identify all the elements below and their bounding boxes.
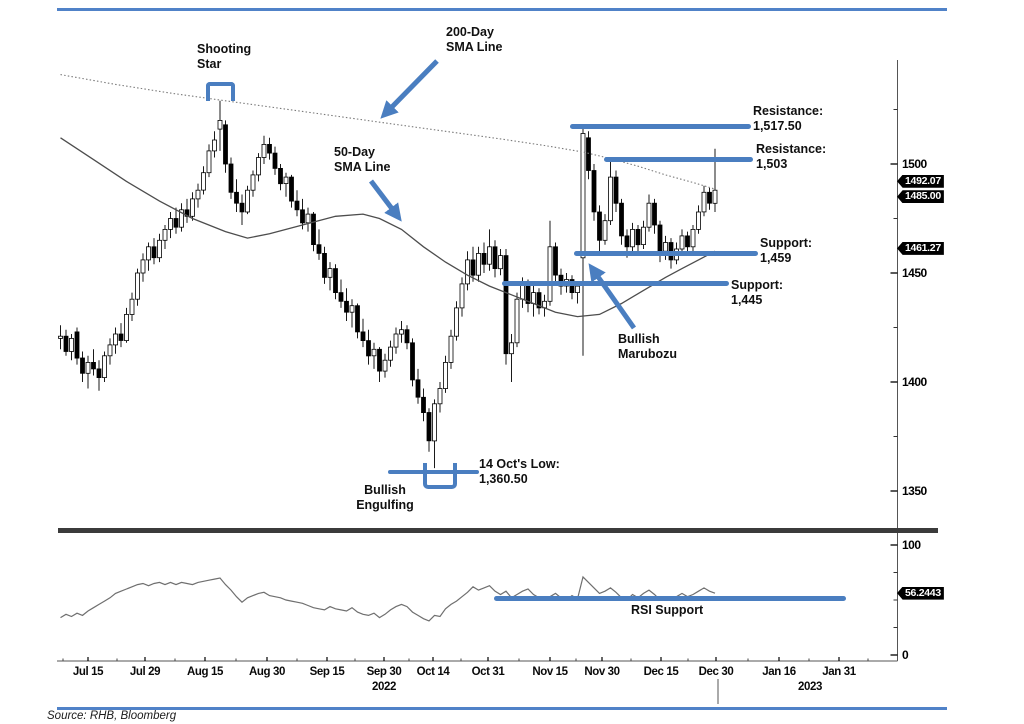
shooting-star-bracket [206,82,235,101]
resistance-line-1503 [604,157,753,162]
label-line: SMA Line [334,159,391,174]
label-line: Engulfing [356,497,414,512]
year-axis-label: 2023 [798,681,822,693]
rsi-axis-label: 100 [902,538,921,552]
panel-divider-bar [58,528,938,533]
oct-low-marker-line [388,470,479,474]
sma50-arrow [369,179,402,222]
date-axis-label: Sep 30 [366,666,402,678]
support-line-1445 [502,281,729,286]
bullish-engulfing-bracket [423,463,457,489]
label-line: 200-Day [446,25,494,39]
year-axis-label: 2022 [372,681,396,693]
label-line: Star [197,56,222,71]
resistance-1503-label: Resistance: 1,503 [756,142,826,171]
rsi-support-label: RSI Support [631,603,704,617]
label-line: Marubozu [618,346,678,361]
date-axis-label: Sep 15 [309,666,345,678]
label-line: Support: [731,278,784,292]
label-line: Resistance: [756,142,827,156]
rsi-line [60,575,716,622]
date-axis-label: Oct 31 [471,666,505,678]
label-line: Resistance: [753,104,824,118]
oct-low-label: 14 Oct's Low: 1,360.50 [479,457,560,486]
date-axis-label: Dec 15 [643,666,679,678]
last-price-badge: 1485.00 [897,190,944,204]
label-line: 1,517.50 [753,118,802,133]
bullish-marubozu-label: Bullish Marubozu [618,332,677,361]
price-axis-label: 1400 [902,375,927,389]
sma200-label: 200-Day SMA Line [446,25,502,54]
sma50-line [60,137,716,318]
support-1445-label: Support: 1,445 [731,278,783,307]
sma50-label: 50-Day SMA Line [334,145,390,174]
bullish-marubozu-arrow [588,263,637,330]
date-axis-label: Jul 29 [129,666,161,678]
date-axis-label: Jan 31 [822,666,856,678]
label-line: 1,360.50 [479,471,528,486]
rsi-value-badge: 56.2443 [897,586,944,600]
label-line: 14 Oct's Low: [479,457,560,471]
label-line: 1,459 [760,250,792,265]
date-axis-label: Aug 15 [187,666,223,678]
label-line: Bullish [618,332,660,346]
label-line: Shooting [197,42,252,56]
resistance-1517-label: Resistance: 1,517.50 [753,104,823,133]
date-axis-label: Aug 30 [249,666,285,678]
price-axis-label: 1350 [902,484,927,498]
resistance-line-1517 [570,124,751,129]
label-line: 1,445 [731,292,763,307]
date-axis-label: Jul 15 [72,666,104,678]
last-price-badge: 1492.07 [897,174,944,188]
price-axis-label: 1500 [902,157,927,171]
top-divider-rule [57,8,947,11]
date-axis-label: Nov 30 [584,666,620,678]
label-line: SMA Line [446,39,503,54]
date-axis-label: Jan 16 [762,666,796,678]
label-line: Support: [760,236,813,250]
support-line-1459 [574,251,758,256]
rsi-axis-label: 0 [902,648,909,662]
date-axis-label: Oct 14 [416,666,450,678]
rsi-support-line [494,596,846,601]
support-1459-label: Support: 1,459 [760,236,812,265]
last-price-badge: 1461.27 [897,241,944,255]
date-axis-label: Dec 30 [698,666,734,678]
label-line: 50-Day [334,145,375,159]
label-line: 1,503 [756,156,788,171]
bottom-divider-rule [57,707,947,710]
price-axis-label: 1450 [902,266,927,280]
candles-series [58,100,718,469]
sma200-line [60,74,716,190]
shooting-star-label: Shooting Star [197,42,251,71]
label-line: Bullish [364,483,406,497]
date-axis-label: Nov 15 [532,666,568,678]
sma200-arrow [380,59,439,119]
source-note: Source: RHB, Bloomberg [47,710,177,722]
bullish-engulfing-label: Bullish Engulfing [339,483,431,512]
